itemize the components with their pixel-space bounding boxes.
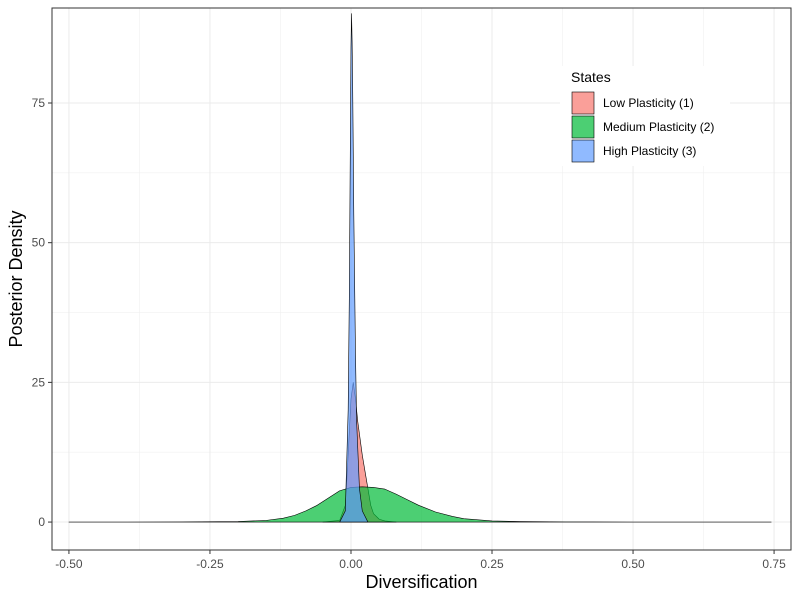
legend-swatch-2 xyxy=(571,115,595,139)
legend-items: Low Plasticity (1) Medium Plasticity (2) H… xyxy=(571,91,714,163)
legend-label-3: High Plasticity (3) xyxy=(603,144,696,158)
x-tick-label: -0.25 xyxy=(196,557,224,571)
y-axis-ticks: 0 25 50 75 xyxy=(32,96,52,529)
density-area-3 xyxy=(339,13,369,523)
legend-title: States xyxy=(571,69,611,85)
y-tick-label: 50 xyxy=(32,236,46,250)
legend-label-2: Medium Plasticity (2) xyxy=(603,120,714,134)
x-tick-label: 0.75 xyxy=(762,557,786,571)
x-axis-title: Diversification xyxy=(365,572,477,592)
legend-swatch-3 xyxy=(571,139,595,163)
x-tick-label: -0.50 xyxy=(55,557,83,571)
x-tick-label: 0.25 xyxy=(480,557,504,571)
legend-label-1: Low Plasticity (1) xyxy=(603,96,694,110)
x-axis-ticks: -0.50 -0.25 0.00 0.25 0.50 0.75 xyxy=(55,550,786,571)
legend: States Low Plasticity (1) Medium Plastici… xyxy=(560,66,730,166)
y-tick-label: 25 xyxy=(32,375,46,389)
x-tick-label: 0.00 xyxy=(339,557,363,571)
density-areas xyxy=(68,13,772,523)
y-tick-label: 75 xyxy=(32,96,46,110)
y-tick-label: 0 xyxy=(38,515,45,529)
y-axis-title: Posterior Density xyxy=(6,210,26,347)
density-area-2 xyxy=(68,486,772,523)
x-tick-label: 0.50 xyxy=(621,557,645,571)
legend-swatch-1 xyxy=(571,91,595,115)
panel-border xyxy=(51,7,792,551)
